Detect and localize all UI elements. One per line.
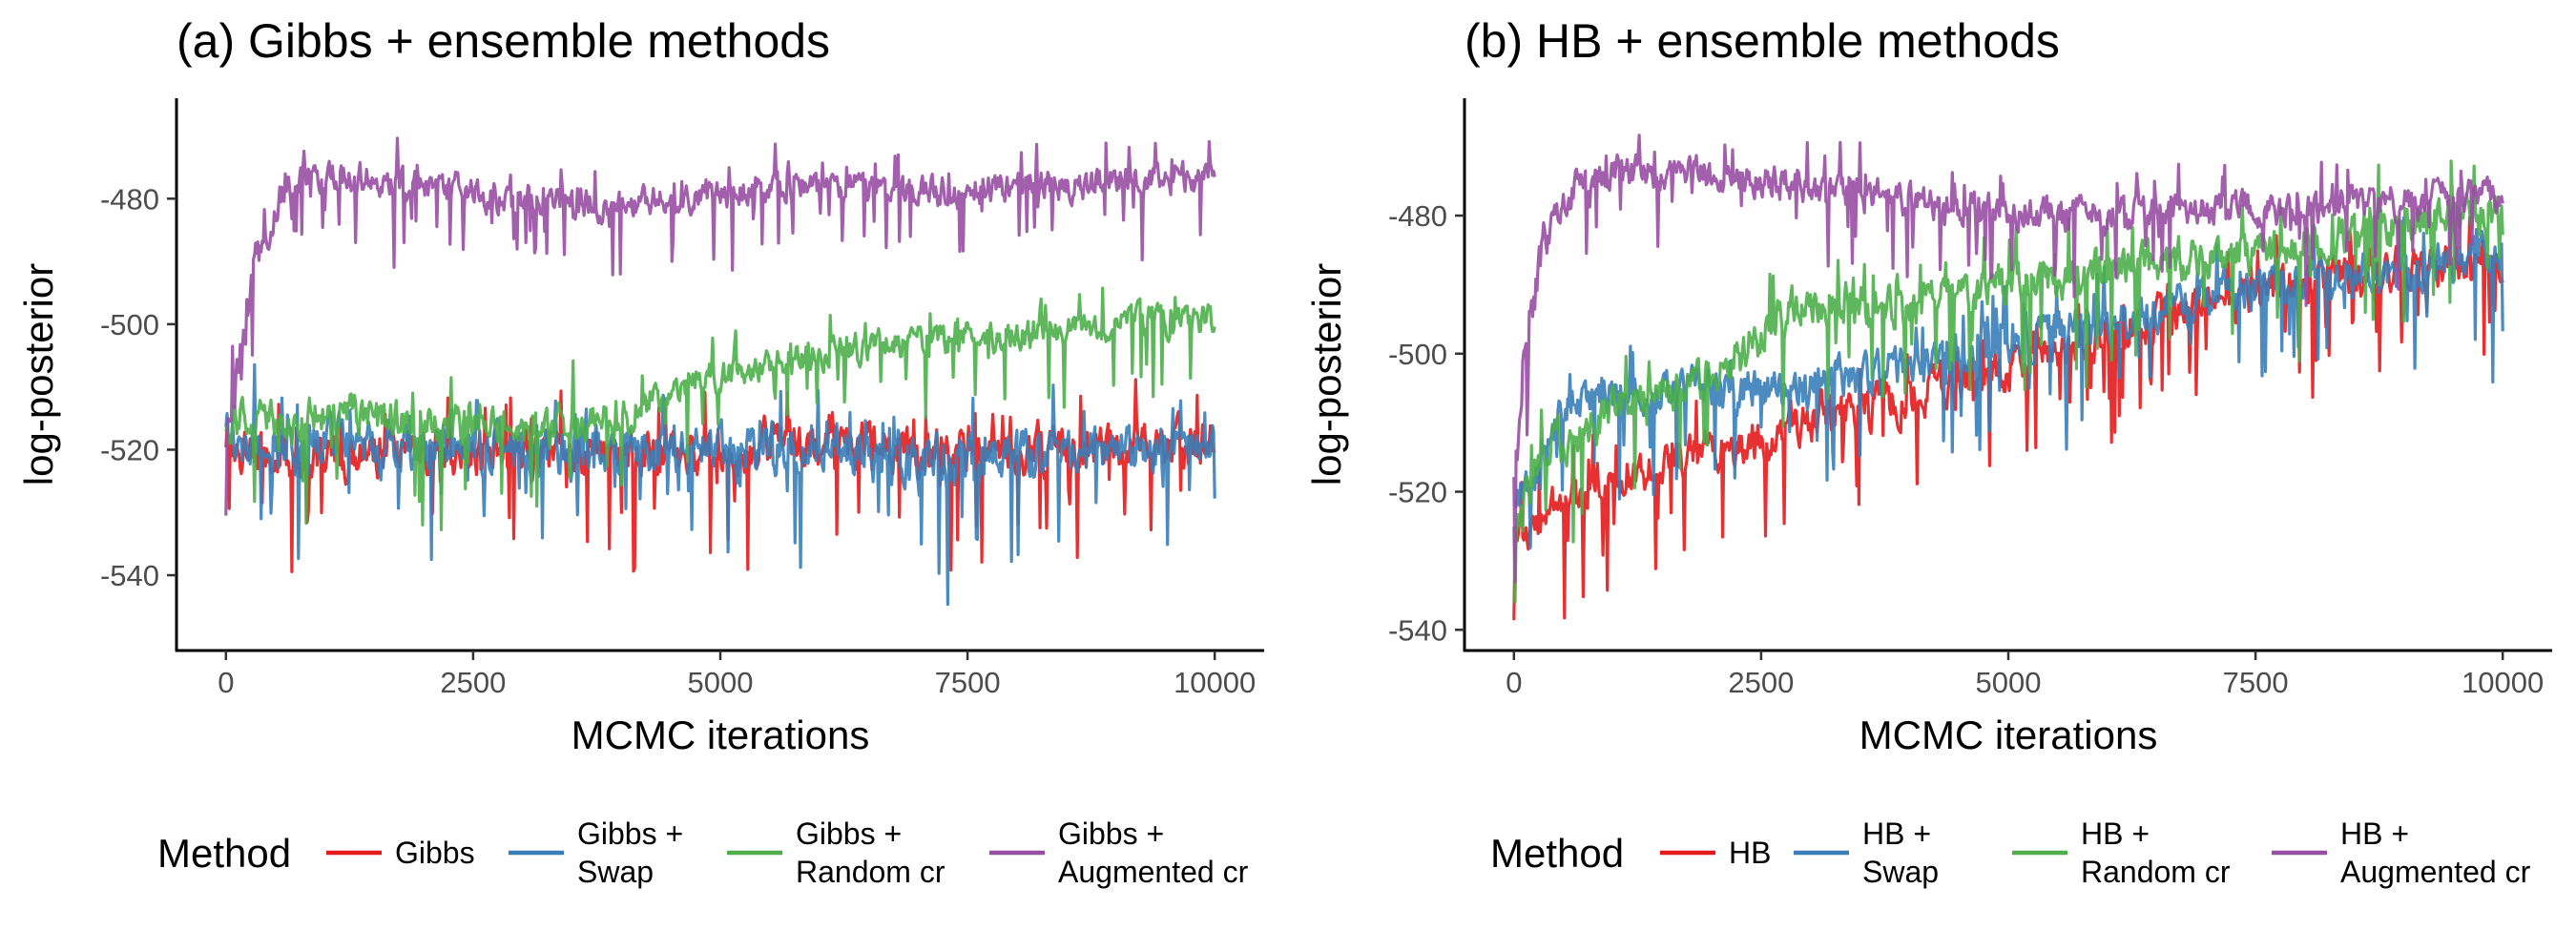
y-tick-label: -500 [100,308,159,341]
x-tick-label: 7500 [935,666,1001,699]
x-tick-label: 7500 [2223,666,2289,699]
legend-label: Augmented cr [1058,855,1249,889]
series-line-gibbs-augmented-cr [224,136,1216,516]
legend-title: Method [1490,831,1624,876]
x-tick-label: 2500 [440,666,506,699]
x-tick-label: 5000 [688,666,754,699]
y-axis-label: log-posterior [16,263,61,486]
panel-a: (a) Gibbs + ensemble methods 0 2500 5000 750… [16,14,1264,889]
legend-label: Random cr [2081,855,2231,889]
y-tick-label: -480 [1388,199,1447,233]
series-line-hb-augmented-cr [1512,134,2504,584]
legend-title: Method [157,831,291,876]
series-line-gibbs [224,378,1216,574]
legend-label: Gibbs [395,836,475,870]
x-tick-label: 10000 [1174,666,1256,699]
legend: Method HB HB + Swap HB + Random cr HB + Augment… [1490,816,2531,889]
y-tick-label: -500 [1388,338,1447,371]
legend-label: HB + [2340,816,2409,851]
x-axis-label: MCMC iterations [571,713,870,757]
series-line-gibbs-swap [224,362,1216,607]
legend: Method Gibbs Gibbs + Swap Gibbs + Random cr Gi… [157,816,1249,889]
legend-label: Gibbs + [577,816,683,851]
legend-label: HB [1729,836,1771,870]
plot-area [224,136,1216,607]
panel-title: (a) Gibbs + ensemble methods [177,14,830,68]
legend-label: Swap [577,855,654,889]
x-tick-label: 2500 [1728,666,1794,699]
legend-label: Augmented cr [2340,855,2531,889]
y-tick-label: -520 [100,433,159,466]
y-tick-label: -540 [100,559,159,592]
legend-label: HB + [1862,816,1931,851]
y-tick-label: -480 [100,182,159,216]
legend-label: Random cr [796,855,945,889]
x-axis-label: MCMC iterations [1859,713,2158,757]
plot-area [1512,134,2504,621]
x-tick-label: 5000 [1976,666,2042,699]
panel-title: (b) HB + ensemble methods [1465,14,2060,68]
legend-label: Swap [1862,855,1939,889]
x-tick-label: 10000 [2462,666,2544,699]
legend-label: Gibbs + [796,816,902,851]
panel-b: (b) HB + ensemble methods 0 2500 5000 7500 10… [1304,14,2552,889]
legend-label: Gibbs + [1058,816,1164,851]
series-line-gibbs-random-cr [224,286,1216,532]
legend-label: HB + [2081,816,2150,851]
y-tick-label: -520 [1388,476,1447,509]
y-axis-label: log-posterior [1304,263,1349,486]
x-tick-label: 0 [1506,666,1522,699]
x-tick-label: 0 [218,666,234,699]
y-tick-label: -540 [1388,613,1447,647]
series-line-hb-random-cr [1512,159,2504,605]
